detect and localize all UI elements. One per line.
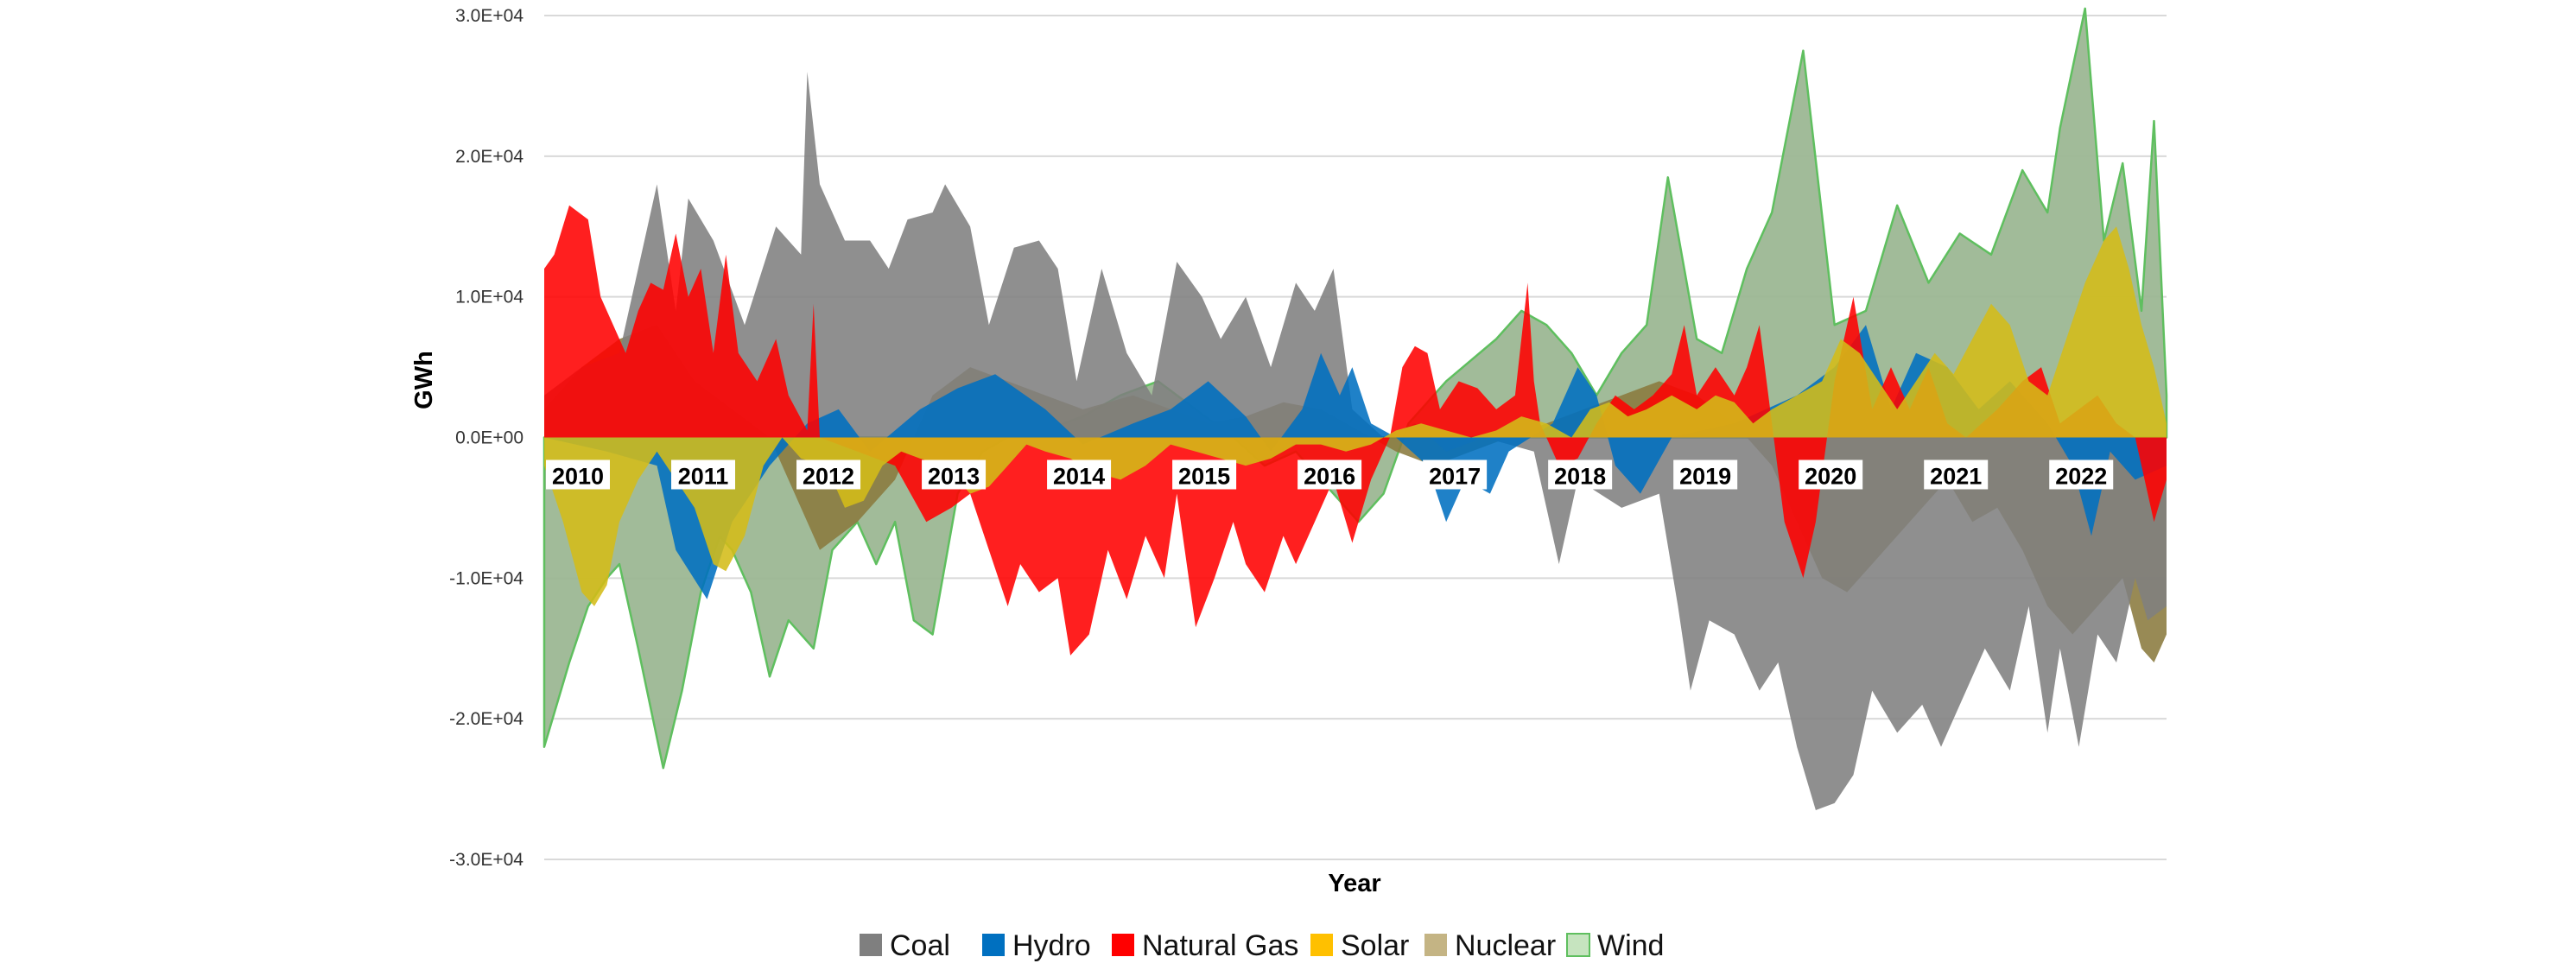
series-area-solar [544,226,2167,606]
y-axis-ticks: 3.0E+04 2.0E+04 1.0E+04 0.0E+00 -1.0E+04 -2.0… [449,6,523,870]
year-label-bg [2049,459,2114,490]
year-label: 2022 [2055,464,2107,490]
series-area-coal [544,72,2167,811]
legend-label: Wind [1597,929,1664,962]
x-axis-title: Year [1328,870,1380,897]
year-label: 2015 [1178,464,1230,490]
y-tick-label: 1.0E+04 [455,288,523,307]
year-label: 2016 [1304,464,1355,490]
year-label-bg [1673,459,1738,490]
year-label-bg [922,459,987,490]
legend-label: Solar [1341,929,1409,962]
legend-label: Nuclear [1455,929,1556,962]
series-areas [542,7,2168,811]
year-label-bg [1423,459,1488,490]
year-label: 2010 [552,464,604,490]
year-label: 2014 [1053,464,1105,490]
series-area-hydro [544,325,2167,599]
legend-swatch [1112,934,1134,956]
legend-label: Hydro [1012,929,1091,962]
legend-swatch [1424,934,1447,956]
year-label: 2021 [1930,464,1982,490]
y-axis-title: GWh [410,351,438,409]
year-label-bg [1924,459,1989,490]
y-tick-label: -1.0E+04 [449,568,523,588]
legend-swatch [860,934,882,956]
year-label: 2011 [678,464,729,490]
year-label-bg [1548,459,1613,490]
year-label-bg [796,459,861,490]
legend-label: Natural Gas [1142,929,1298,962]
year-label-bg [671,459,736,490]
legend-swatch [982,934,1005,956]
legend-swatch [1310,934,1333,956]
year-label: 2012 [803,464,854,490]
year-label: 2020 [1805,464,1856,490]
year-label-bg [1172,459,1237,490]
year-label-bg [1298,459,1362,490]
y-tick-label: 3.0E+04 [455,6,523,26]
y-tick-label: -2.0E+04 [449,709,523,729]
year-label-bg [546,459,610,490]
year-label-bg [1047,459,1112,490]
year-label: 2019 [1679,464,1731,490]
year-label: 2018 [1554,464,1606,490]
legend-swatch [1566,933,1590,957]
year-labels: 2010 2011 2012 2013 2014 2015 2016 2017 2018 2019… [546,459,2114,490]
y-tick-label: -3.0E+04 [449,850,523,870]
year-label: 2013 [928,464,980,490]
y-tick-label: 0.0E+00 [455,428,523,448]
year-label: 2017 [1429,464,1481,490]
legend: Coal Hydro Natural Gas Solar Nuclear Wind [860,929,1664,962]
legend-label: Coal [890,929,950,962]
year-label-bg [1799,459,1863,490]
y-tick-label: 2.0E+04 [455,147,523,167]
